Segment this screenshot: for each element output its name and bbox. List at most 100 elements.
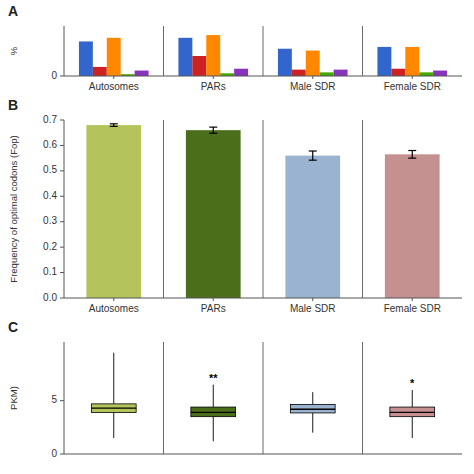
- box: [390, 407, 435, 417]
- y-tick: [60, 196, 64, 197]
- x-tick: [412, 76, 413, 79]
- y-axis-label: PKM): [8, 386, 19, 410]
- median: [91, 407, 136, 408]
- bar: [93, 67, 107, 76]
- median: [290, 409, 335, 410]
- y-tick-label: 0.3: [43, 215, 57, 226]
- error-bar: [110, 124, 118, 127]
- category-separator: [163, 26, 164, 76]
- bar: [186, 130, 241, 298]
- x-tick: [412, 298, 413, 301]
- whisker-upper: [213, 385, 214, 407]
- error-cap: [408, 158, 416, 159]
- bar: [433, 71, 447, 76]
- x-tick-label: Male SDR: [290, 81, 336, 92]
- bar: [391, 69, 405, 76]
- bar: [306, 51, 320, 76]
- x-tick: [213, 76, 214, 79]
- panel-title: B: [8, 97, 18, 113]
- box: [191, 407, 236, 417]
- y-tick-label: 0.7: [43, 114, 57, 125]
- y-tick-label: 0: [51, 448, 57, 459]
- whisker-lower: [412, 417, 413, 438]
- whisker-lower: [312, 413, 313, 433]
- x-axis-line: [64, 76, 462, 77]
- panel-title: C: [8, 319, 18, 335]
- error-bar: [309, 151, 317, 160]
- y-axis-label: Frequency of optimal codons (Fop): [8, 135, 19, 282]
- panel-title: A: [8, 3, 18, 19]
- bar: [405, 47, 419, 76]
- bar: [178, 38, 192, 76]
- median: [191, 412, 236, 413]
- box: [290, 404, 335, 413]
- y-tick: [60, 221, 64, 222]
- error-cap: [110, 126, 118, 127]
- category-separator: [163, 120, 164, 298]
- error-cap: [110, 123, 118, 124]
- y-tick: [60, 170, 64, 171]
- category-separator: [263, 120, 264, 298]
- error-bar: [408, 151, 416, 159]
- y-tick: [60, 247, 64, 248]
- y-tick-label: 5: [51, 394, 57, 405]
- y-axis-line: [64, 120, 65, 298]
- panel: B Frequency of optimal codons (Fop) 0.0 0.1…: [8, 97, 462, 314]
- chart-root: A%0AutosomesPARsMale SDRFemale SDRBFrequ…: [0, 0, 474, 474]
- y-tick: [60, 120, 64, 121]
- y-tick-label: 0.6: [43, 139, 57, 150]
- x-axis-line: [64, 298, 462, 299]
- error-stem: [213, 127, 214, 133]
- whisker-upper: [312, 392, 313, 404]
- y-tick: [60, 400, 64, 401]
- plot-area: [91, 353, 434, 442]
- bar: [278, 49, 292, 76]
- y-tick: [60, 272, 64, 273]
- whisker-upper: [113, 353, 114, 404]
- whisker-lower: [113, 412, 114, 438]
- bar: [234, 69, 248, 76]
- bar: [107, 38, 121, 76]
- x-tick-label: PARs: [201, 81, 226, 92]
- x-tick-label: Autosomes: [89, 81, 139, 92]
- error-cap: [408, 150, 416, 151]
- error-cap: [309, 150, 317, 151]
- y-tick-label: 0.4: [43, 190, 57, 201]
- y-tick-label: 0: [51, 70, 57, 81]
- bar: [377, 47, 391, 76]
- bar: [192, 56, 206, 76]
- whisker-upper: [412, 390, 413, 407]
- error-bar: [209, 127, 217, 133]
- median: [390, 412, 435, 413]
- panel: A%0AutosomesPARsMale SDRFemale SDR: [8, 3, 462, 92]
- bar: [135, 71, 149, 76]
- y-tick-label: 0.1: [43, 266, 57, 277]
- y-axis-line: [64, 26, 65, 76]
- y-tick-label: 0.2: [43, 241, 57, 252]
- error-stem: [312, 151, 313, 160]
- panel: CPKM)05***: [8, 319, 462, 459]
- x-axis-line: [64, 454, 462, 455]
- bar: [86, 125, 141, 298]
- x-tick-label: PARs: [201, 303, 226, 314]
- y-tick-label: 0.0: [43, 292, 57, 303]
- category-separator: [263, 26, 264, 76]
- box: [91, 404, 136, 413]
- x-tick: [113, 76, 114, 79]
- category-separator: [362, 342, 363, 454]
- x-tick-label: Male SDR: [290, 303, 336, 314]
- annotation: **: [209, 372, 218, 384]
- bar: [285, 156, 340, 298]
- category-separator: [163, 342, 164, 454]
- y-axis-line: [64, 342, 65, 454]
- category-separator: [362, 120, 363, 298]
- bar: [320, 72, 334, 76]
- bar: [79, 41, 93, 76]
- bar: [206, 35, 220, 76]
- x-tick: [312, 76, 313, 79]
- x-tick: [113, 298, 114, 301]
- category-separator: [362, 26, 363, 76]
- y-tick: [60, 145, 64, 146]
- error-cap: [209, 133, 217, 134]
- error-cap: [209, 127, 217, 128]
